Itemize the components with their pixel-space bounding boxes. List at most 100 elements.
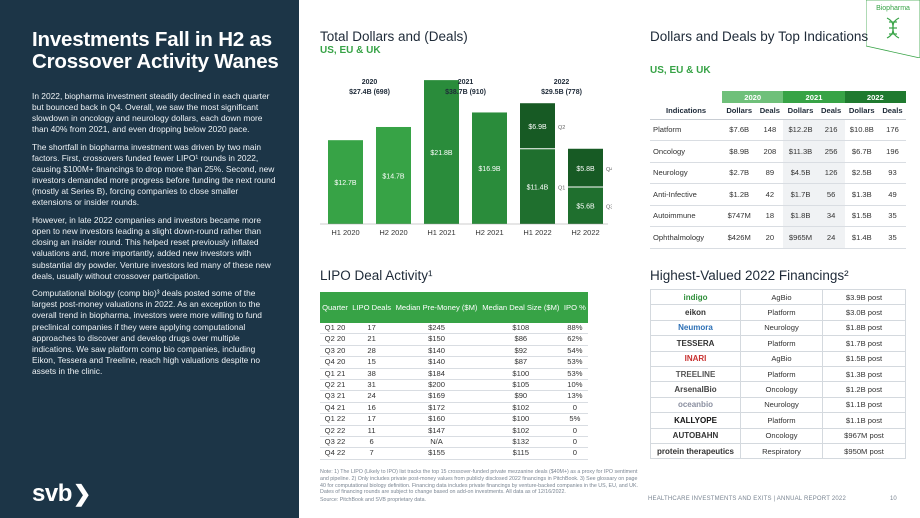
lipo-cell: Q3 20 <box>320 345 350 358</box>
indications-cell: $1.3B <box>844 183 879 206</box>
lipo-cell: Q2 21 <box>320 379 350 392</box>
bar-value-label: $5.6B <box>576 204 595 211</box>
financing-valuation: $1.1B post <box>822 396 906 414</box>
lipo-cell: 88% <box>561 323 588 335</box>
indications-cell: 89 <box>756 162 784 184</box>
company-logo: eikon <box>650 304 741 321</box>
indications-cell: 20 <box>756 226 784 249</box>
lipo-cell: 16 <box>350 402 394 415</box>
bar-value-label: $11.4B <box>527 184 549 191</box>
indications-cell: $8.9B <box>722 140 757 163</box>
lipo-cell: Q2 20 <box>320 333 350 346</box>
indications-cell: Ophthalmology <box>650 226 723 249</box>
financing-indication: AgBio <box>740 288 823 306</box>
lipo-cell: N/A <box>393 436 480 449</box>
financing-indication: Platform <box>740 304 823 321</box>
financing-indication: Neurology <box>740 396 823 414</box>
financing-row: INARI AgBio $1.5B post <box>650 350 906 367</box>
financing-row: indigo AgBio $3.9B post <box>650 288 906 306</box>
year-total-year: 2022 <box>554 79 570 86</box>
financing-indication: Oncology <box>740 381 823 398</box>
indications-table: 2020 2021 2022 Indications Dollars Deals Do… <box>650 91 906 249</box>
body-paragraph: However, in late 2022 companies and inve… <box>32 215 271 281</box>
x-tick-label: H1 2020 <box>331 228 359 237</box>
lipo-cell: $140 <box>393 345 480 358</box>
financing-indication: Platform <box>740 365 823 383</box>
page-number: 10 <box>890 496 897 502</box>
lipo-row: Q3 22 6 N/A $132 0 <box>320 436 588 449</box>
lipo-cell: Q2 22 <box>320 425 350 438</box>
financing-row: TREELINE Platform $1.3B post <box>650 365 906 383</box>
company-logo: Neumora <box>650 319 741 337</box>
left-panel: Investments Fall in H2 as Crossover Acti… <box>0 0 299 518</box>
lipo-table: Quarter LIPO Deals Median Pre-Money ($M) Me… <box>320 292 588 460</box>
indications-column-header: Dollars <box>783 103 818 120</box>
indications-cell: $2.7B <box>722 162 757 184</box>
indications-column-header: Deals <box>817 103 845 120</box>
financing-valuation: $1.5B post <box>822 350 906 367</box>
company-logo: indigo <box>650 288 741 306</box>
body-paragraph: In 2022, biopharma investment steadily d… <box>32 91 270 135</box>
x-tick-label: H2 2020 <box>379 228 407 237</box>
x-tick-label: H1 2021 <box>427 228 455 237</box>
year-total-label: $29.5B (778) <box>541 89 582 96</box>
indications-cell: $12.2B <box>783 119 818 141</box>
bar-h2-2020 <box>376 126 411 224</box>
lipo-cell: Q1 20 <box>320 323 350 335</box>
indications-cell: $747M <box>722 205 757 227</box>
lipo-cell: $105 <box>479 379 562 392</box>
indications-cell: $10.8B <box>844 119 879 141</box>
bar-value-label: $6.9B <box>528 124 547 131</box>
indications-cell: Anti-Infective <box>650 183 723 206</box>
indications-cell: 93 <box>878 162 906 184</box>
company-logo: ArsenalBio <box>650 381 741 398</box>
footer-text: HEALTHCARE INVESTMENTS AND EXITS | ANNUA… <box>648 496 846 502</box>
lipo-cell: 0 <box>561 436 588 449</box>
lipo-title: LIPO Deal Activity¹ <box>320 268 433 283</box>
indications-cell: 196 <box>878 140 906 163</box>
financing-row: TESSERA Platform $1.7B post <box>650 335 906 352</box>
lipo-row: Q1 21 38 $184 $100 53% <box>320 368 588 381</box>
indications-cell: $2.5B <box>844 162 879 184</box>
lipo-cell: Q3 22 <box>320 436 350 449</box>
lipo-cell: $102 <box>479 402 562 415</box>
body-paragraph: The shortfall in biopharma investment wa… <box>32 141 276 208</box>
bar-segment-q3 <box>568 187 603 224</box>
indications-cell: 256 <box>817 140 845 163</box>
x-tick-label: H2 2021 <box>475 228 503 237</box>
indications-cell: 18 <box>756 205 784 227</box>
x-tick-label: H1 2022 <box>523 228 551 237</box>
company-logo: AUTOBAHN <box>650 427 741 444</box>
lipo-row: Q1 20 17 $245 $108 88% <box>320 323 588 335</box>
indications-cell: $7.6B <box>722 119 757 141</box>
lipo-cell: 0 <box>561 447 588 460</box>
lipo-cell: Q4 22 <box>320 447 350 460</box>
lipo-row: Q3 21 24 $169 $90 13% <box>320 390 588 403</box>
bar-segment-q1 <box>520 148 555 224</box>
financing-row: oceanbio Neurology $1.1B post <box>650 396 906 414</box>
indications-cell: 148 <box>756 119 784 141</box>
indications-cell: 216 <box>817 119 845 141</box>
lipo-cell: Q3 21 <box>320 390 350 403</box>
year-total-label: $27.4B (698) <box>349 89 390 96</box>
dna-icon <box>886 17 900 39</box>
quarter-label: Q1 <box>558 185 565 191</box>
company-logo: TESSERA <box>650 335 741 352</box>
indications-title: Dollars and Deals by Top Indications <box>650 29 869 44</box>
lipo-cell: Q1 21 <box>320 368 350 381</box>
body-text: In 2022, biopharma investment steadily d… <box>32 91 278 384</box>
lipo-cell: 5% <box>561 413 588 426</box>
lipo-cell: $100 <box>479 413 562 426</box>
indications-cell: Platform <box>650 119 723 141</box>
financing-indication: Platform <box>740 335 823 352</box>
lipo-cell: $102 <box>479 425 562 438</box>
lipo-cell: Q1 22 <box>320 413 350 426</box>
lipo-cell: Q4 21 <box>320 402 350 415</box>
financings-title: Highest-Valued 2022 Financings² <box>650 268 849 283</box>
lipo-cell: $245 <box>393 323 480 335</box>
lipo-cell: 21 <box>350 333 394 346</box>
financing-valuation: $1.2B post <box>822 381 906 398</box>
lipo-row: Q3 20 28 $140 $92 54% <box>320 345 588 358</box>
indications-row: Oncology $8.9B 208 $11.3B 256 $6.7B 196 <box>650 140 906 163</box>
bar-value-label: $5.8B <box>576 166 595 173</box>
